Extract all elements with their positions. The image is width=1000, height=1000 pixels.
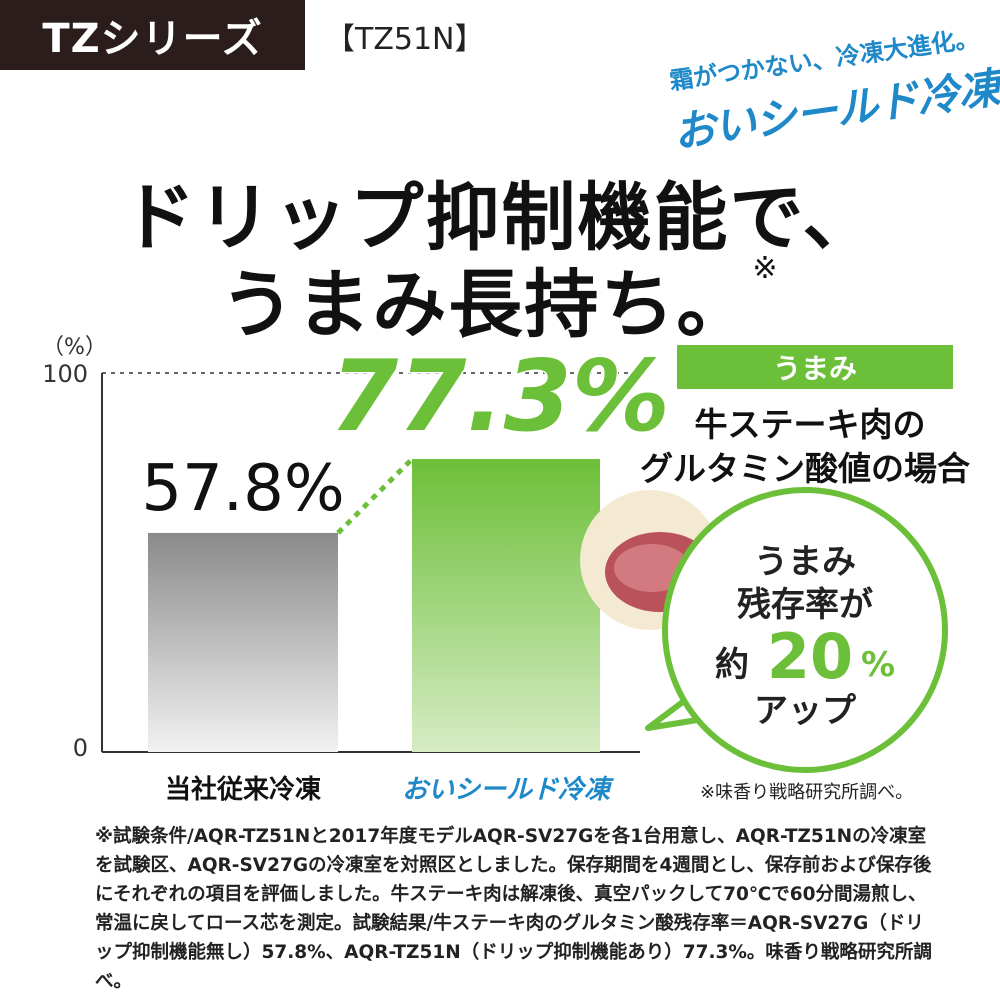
bubble-line-4: アップ: [754, 691, 856, 731]
value-label-oishield: 77.3%: [330, 340, 670, 454]
headline-note-mark: ※: [752, 251, 780, 286]
connector-dotted-line: [336, 457, 414, 535]
category-label-conventional: 当社従来冷凍: [165, 774, 321, 805]
y-axis-unit-label: （%）: [42, 335, 107, 360]
bubble-prefix: 約: [715, 645, 749, 685]
bubble-line-1: うまみ: [754, 542, 856, 582]
bar-conventional: [148, 532, 338, 752]
category-label-oishield: おいシールド冷凍: [402, 775, 614, 805]
info-title-line-2: グルタミン酸値の場合: [640, 449, 970, 488]
headline-line-2: うまみ長持ち。※: [0, 245, 1000, 352]
bubble-unit: %: [861, 645, 895, 685]
bar-oishield: [412, 459, 600, 752]
model-label: 【TZ51N】: [325, 22, 485, 57]
bubble-line-2: 残存率が: [737, 585, 873, 625]
y-tick-0: 0: [73, 734, 88, 762]
headline-line-2-text: うまみ長持ち。: [220, 262, 753, 348]
source-note: ※味香り戦略研究所調べ。: [700, 782, 914, 803]
series-badge: TZシリーズ: [0, 0, 305, 70]
umami-tag: うまみ: [677, 345, 953, 389]
y-tick-100: 100: [42, 360, 88, 388]
info-title-line-1: 牛ステーキ肉の: [694, 405, 926, 444]
headline-line-1: ドリップ抑制機能で、: [121, 175, 879, 261]
footnote: ※試験条件/AQR-TZ51Nと2017年度モデルAQR-SV27Gを各1台用意…: [95, 826, 932, 992]
bubble-value: 20: [767, 620, 853, 693]
meat-photo-marbling: [614, 544, 690, 592]
value-label-conventional: 57.8%: [141, 452, 344, 526]
bubble-tail-joint: [702, 675, 741, 711]
